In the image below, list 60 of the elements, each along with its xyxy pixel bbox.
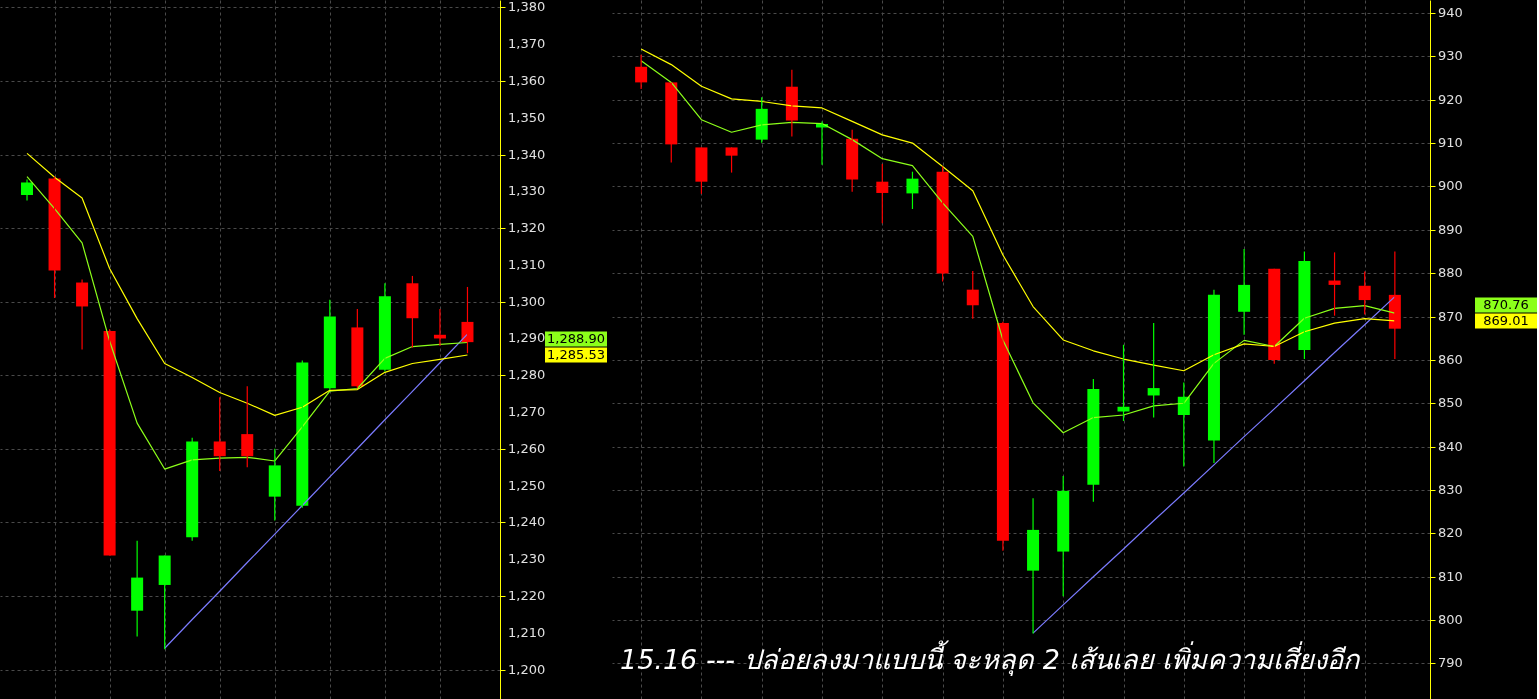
- candlestick: [323, 299, 336, 391]
- y-tick-label: 1,340: [508, 146, 546, 162]
- candlestick: [1358, 270, 1371, 315]
- candlestick: [406, 275, 419, 349]
- y-tick-label: 1,250: [508, 477, 546, 493]
- y-tick-label: 880: [1438, 265, 1463, 281]
- candlestick: [268, 448, 281, 522]
- candlestick: [695, 146, 708, 195]
- candlestick: [936, 165, 949, 283]
- y-tick-label: 1,370: [508, 36, 546, 52]
- y-tick-label: 920: [1438, 91, 1463, 107]
- candlestick: [103, 328, 116, 557]
- text: 870.76: [1483, 296, 1529, 312]
- y-tick-label: 870: [1438, 308, 1463, 324]
- y-tick-label: 1,360: [508, 72, 546, 88]
- y-tick-label: 1,270: [508, 404, 546, 420]
- text: 1,285.53: [547, 347, 605, 363]
- text: 1,288.90: [547, 331, 605, 347]
- y-tick-label: 1,380: [508, 0, 546, 15]
- candlestick: [158, 554, 171, 650]
- y-tick-label: 1,220: [508, 587, 546, 603]
- y-tick-label: 1,330: [508, 183, 546, 199]
- y-tick-label: 930: [1438, 48, 1463, 64]
- candlestick: [1087, 378, 1100, 503]
- y-tick-label: 1,230: [508, 551, 546, 567]
- y-tick-label: 1,310: [508, 256, 546, 272]
- candlestick: [241, 385, 254, 468]
- candlestick: [1117, 344, 1130, 422]
- y-tick-label: 1,290: [508, 330, 546, 346]
- candlestick: [1057, 475, 1070, 597]
- y-tick-label: 910: [1438, 135, 1463, 151]
- y-tick-label: 1,350: [508, 109, 546, 125]
- annotation: 15.16 --- ปล่อยลงมาแบบนี้ จะหลุด 2 เส้นเลย เพิ่มความเสี่ยงอีก: [620, 640, 1362, 677]
- y-tick-label: 820: [1438, 525, 1463, 541]
- y-tick-label: 1,320: [508, 220, 546, 236]
- y-tick-label: 1,210: [508, 624, 546, 640]
- y-tick-label: 940: [1438, 5, 1463, 21]
- y-tick-label: 810: [1438, 568, 1463, 584]
- y-tick-label: 1,280: [508, 367, 546, 383]
- candlestick: [665, 81, 678, 164]
- line-series: [26, 152, 469, 416]
- y-tick-label: 890: [1438, 221, 1463, 237]
- text: 869.01: [1483, 312, 1529, 328]
- y-tick-label: 1,200: [508, 661, 546, 677]
- y-tick-label: 1,240: [508, 514, 546, 530]
- candlestick: [725, 146, 738, 174]
- y-tick-label: 900: [1438, 178, 1463, 194]
- y-tick-label: 1,300: [508, 293, 546, 309]
- candlestick: [186, 437, 199, 542]
- candlestick: [846, 129, 859, 193]
- candlestick: [876, 163, 889, 224]
- y-tick-label: 790: [1438, 655, 1463, 671]
- y-tick-label: 1,260: [508, 440, 546, 456]
- y-tick-label: 800: [1438, 612, 1463, 628]
- candlestick: [213, 396, 226, 472]
- y-tick-label: 840: [1438, 438, 1463, 454]
- candlestick: [351, 308, 364, 389]
- y-tick-label: 830: [1438, 481, 1463, 497]
- y-tick-label: 850: [1438, 395, 1463, 411]
- y-tick-label: 860: [1438, 351, 1463, 367]
